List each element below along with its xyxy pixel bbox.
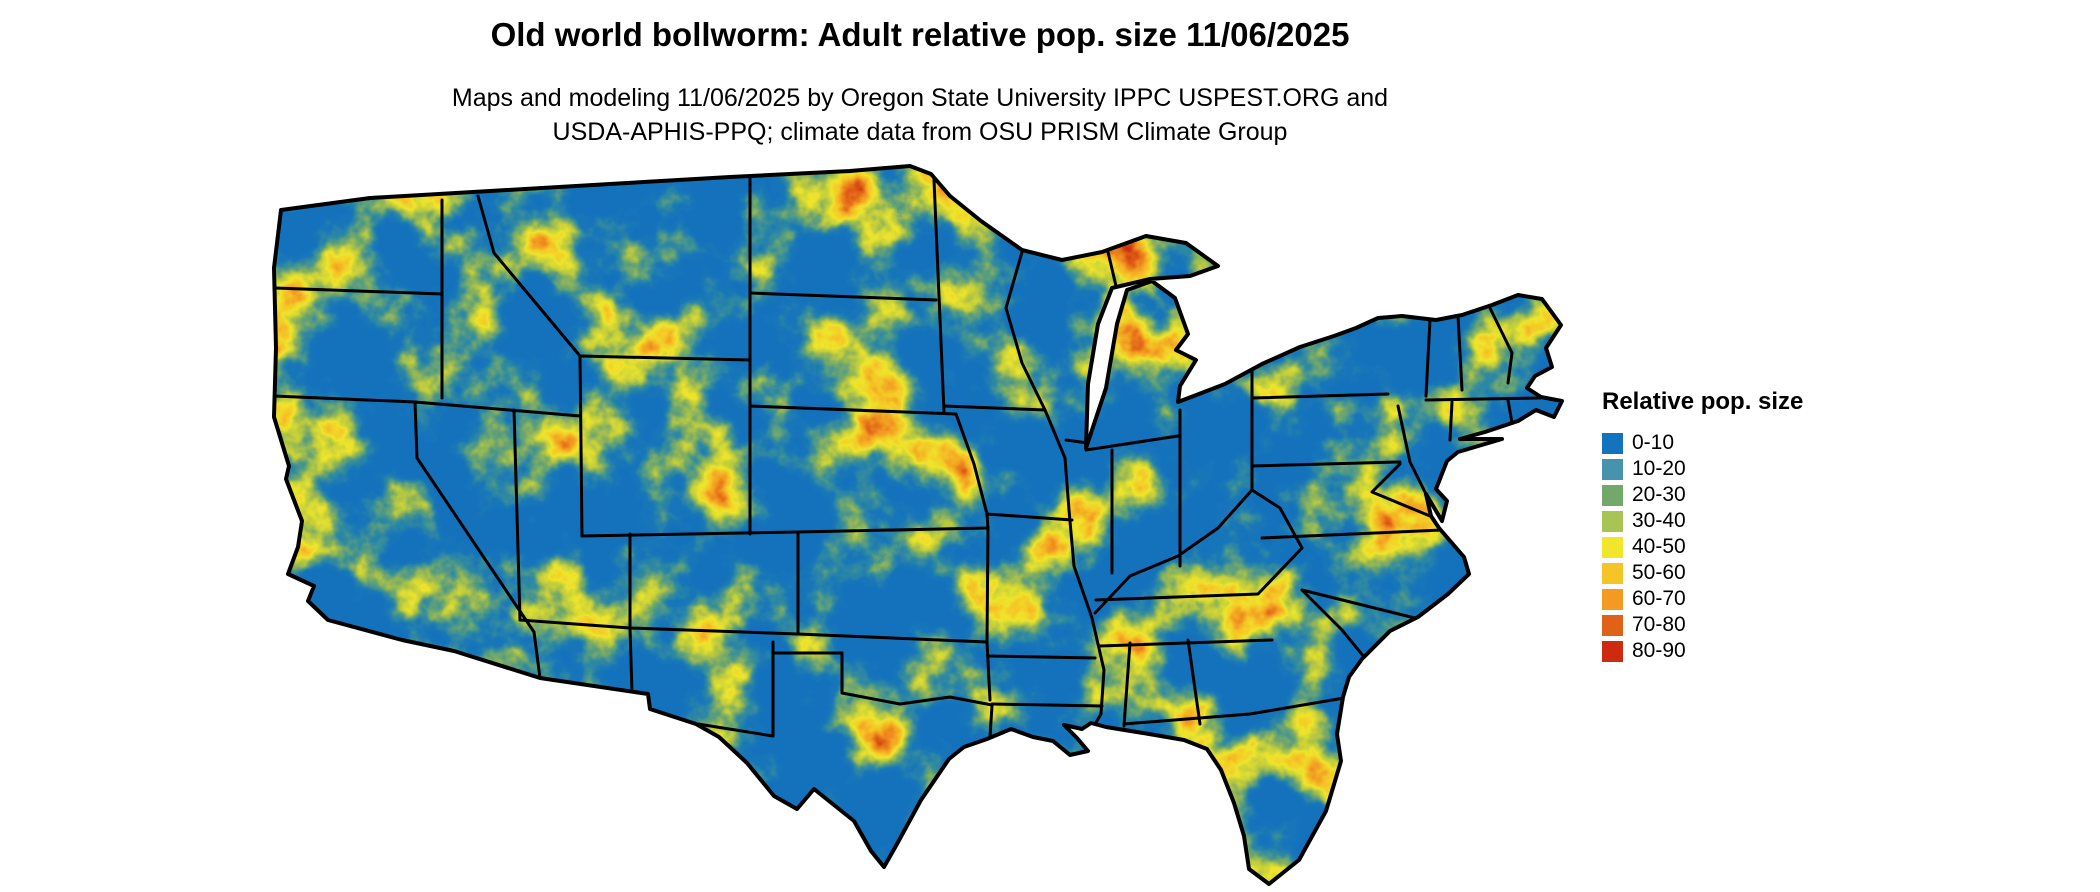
subtitle-line-1: Maps and modeling 11/06/2025 by Oregon S… xyxy=(451,84,1389,112)
legend: Relative pop. size 0-10 10-20 20-30 30-40 40… xyxy=(1602,388,1803,664)
legend-entry: 70-80 xyxy=(1602,612,1803,638)
legend-swatch xyxy=(1602,432,1623,454)
legend-swatch xyxy=(1602,588,1623,610)
legend-swatch xyxy=(1602,458,1623,480)
legend-entry: 10-20 xyxy=(1602,456,1803,482)
legend-label: 50-60 xyxy=(1632,561,1686,584)
legend-swatch xyxy=(1602,640,1623,662)
legend-entry: 60-70 xyxy=(1602,586,1803,612)
legend-entries: 0-10 10-20 20-30 30-40 40-50 50-60 60-70 70-80 8… xyxy=(1602,430,1803,664)
us-map xyxy=(250,148,1580,888)
legend-label: 20-30 xyxy=(1632,483,1686,506)
subtitle-line-2: USDA-APHIS-PPQ; climate data from OSU PR… xyxy=(552,118,1288,146)
state-borders-layer xyxy=(274,174,1542,754)
legend-label: 10-20 xyxy=(1632,457,1686,480)
legend-swatch xyxy=(1602,562,1623,584)
us-map-svg xyxy=(272,164,1564,886)
legend-entry: 40-50 xyxy=(1602,534,1803,560)
legend-label: 70-80 xyxy=(1632,613,1686,636)
legend-entry: 50-60 xyxy=(1602,560,1803,586)
legend-title: Relative pop. size xyxy=(1602,388,1804,415)
us-outline xyxy=(272,164,1564,886)
legend-swatch xyxy=(1602,614,1623,636)
legend-entry: 0-10 xyxy=(1602,430,1803,456)
legend-entry: 80-90 xyxy=(1602,638,1803,664)
legend-label: 0-10 xyxy=(1632,431,1675,454)
legend-swatch xyxy=(1602,536,1623,558)
legend-entry: 30-40 xyxy=(1602,508,1803,534)
legend-swatch xyxy=(1602,484,1623,506)
legend-label: 80-90 xyxy=(1632,639,1686,662)
legend-entry: 20-30 xyxy=(1602,482,1803,508)
legend-label: 60-70 xyxy=(1632,587,1686,610)
map-header: Old world bollworm: Adult relative pop. … xyxy=(230,16,1610,149)
page-title: Old world bollworm: Adult relative pop. … xyxy=(490,16,1350,53)
legend-label: 40-50 xyxy=(1632,535,1686,558)
legend-swatch xyxy=(1602,510,1623,532)
legend-label: 30-40 xyxy=(1632,509,1686,532)
population-raster-layer xyxy=(274,166,1562,884)
